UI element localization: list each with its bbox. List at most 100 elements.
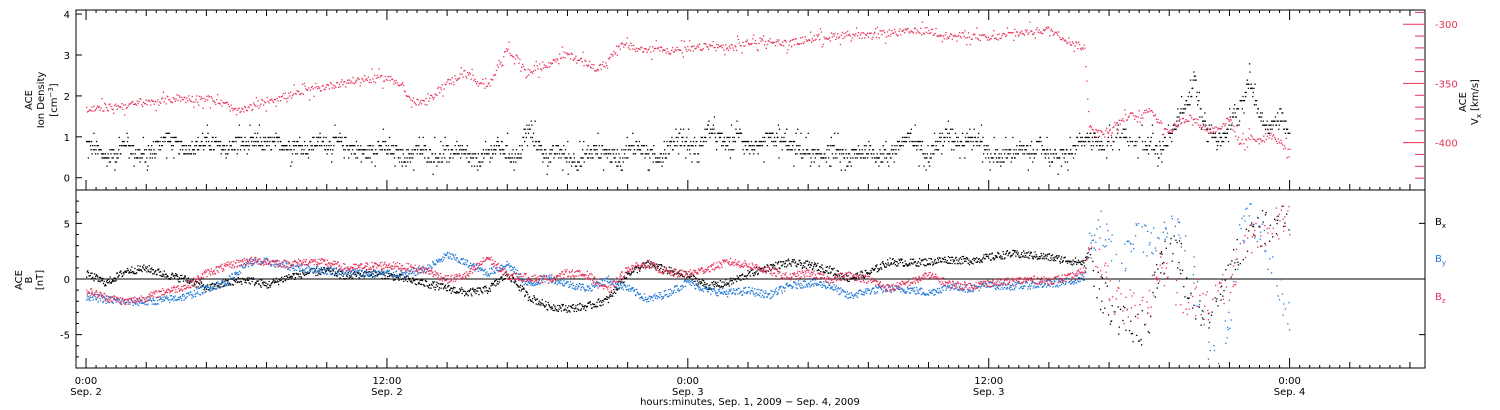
- bx-point: [408, 279, 410, 281]
- bx-point: [374, 271, 377, 273]
- bx-point: [237, 281, 239, 283]
- density-point: [171, 145, 173, 147]
- bx-point: [680, 274, 682, 277]
- density-point: [532, 132, 535, 134]
- density-point: [1101, 149, 1103, 151]
- bx-point: [748, 271, 750, 274]
- bx-point: [442, 283, 444, 285]
- bx-point: [790, 263, 792, 265]
- vx-point: [724, 54, 726, 56]
- vx-point: [1014, 28, 1016, 30]
- vx-point: [283, 97, 285, 99]
- density-point: [692, 140, 695, 143]
- vx-point: [675, 50, 677, 52]
- vx-point: [1104, 136, 1106, 138]
- vx-point: [408, 96, 410, 98]
- vx-point: [166, 95, 168, 97]
- bx-point: [172, 273, 174, 275]
- vx-point: [795, 38, 797, 40]
- vx-point: [934, 32, 936, 35]
- bx-point: [462, 288, 464, 291]
- vx-point: [274, 99, 276, 101]
- density-point: [422, 136, 424, 139]
- density-point: [386, 153, 388, 155]
- bx-point: [196, 281, 199, 283]
- vx-point: [575, 55, 577, 57]
- density-point: [856, 157, 858, 159]
- density-point: [493, 145, 495, 147]
- density-point: [534, 145, 536, 147]
- density-point: [119, 145, 121, 147]
- density-point: [398, 149, 400, 151]
- density-point: [794, 153, 797, 155]
- vx-point: [246, 110, 248, 112]
- density-point: [393, 153, 395, 155]
- density-point: [1011, 157, 1013, 159]
- density-point: [409, 161, 412, 163]
- bx-point: [448, 284, 450, 287]
- density-point: [92, 145, 94, 147]
- vx-point: [1286, 157, 1288, 159]
- density-point: [1151, 149, 1153, 151]
- bx-point: [618, 288, 620, 290]
- density-point: [175, 136, 177, 139]
- vx-point: [135, 104, 137, 106]
- vx-point: [400, 84, 402, 86]
- density-point: [1196, 91, 1198, 94]
- vx-point: [697, 44, 699, 46]
- density-point: [366, 157, 369, 159]
- density-point: [394, 145, 397, 147]
- vx-point: [578, 59, 581, 61]
- bx-point: [152, 269, 155, 271]
- density-point: [300, 145, 302, 147]
- vx-point: [786, 52, 788, 54]
- bx-point: [211, 283, 213, 286]
- vx-point: [1128, 115, 1130, 117]
- bx-point: [949, 262, 951, 264]
- density-point: [1203, 120, 1205, 122]
- density-point: [273, 140, 275, 143]
- density-point: [1044, 153, 1046, 155]
- vx-point: [510, 55, 512, 57]
- vx-point: [108, 104, 110, 106]
- density-point: [663, 153, 665, 155]
- density-point: [1033, 157, 1035, 159]
- vx-point: [519, 58, 521, 61]
- vx-point: [1043, 29, 1046, 32]
- density-point: [1004, 149, 1006, 151]
- bx-point: [451, 287, 453, 289]
- density-point: [95, 149, 97, 151]
- vx-point: [950, 33, 953, 36]
- bx-point: [489, 290, 492, 292]
- density-point: [188, 149, 190, 151]
- density-point: [532, 140, 534, 143]
- vx-point: [86, 111, 89, 113]
- bx-point: [879, 263, 882, 265]
- vx-point: [352, 76, 354, 79]
- bx-point: [284, 279, 286, 282]
- density-point: [986, 149, 988, 151]
- bx-point: [933, 262, 935, 264]
- density-point: [89, 140, 91, 143]
- vx-point: [613, 50, 615, 53]
- density-point: [906, 136, 908, 139]
- density-point: [412, 153, 414, 155]
- vx-point: [772, 42, 774, 44]
- density-point: [116, 157, 118, 159]
- density-point: [1075, 149, 1077, 151]
- density-point: [1144, 140, 1146, 143]
- bx-point: [346, 276, 348, 278]
- density-point: [1040, 140, 1042, 143]
- density-point: [103, 153, 105, 155]
- vx-point: [717, 44, 720, 46]
- density-point: [502, 153, 504, 155]
- vx-point: [523, 68, 526, 70]
- density-point: [949, 136, 951, 139]
- vx-point: [846, 34, 848, 37]
- vx-point: [911, 31, 913, 33]
- density-point: [724, 149, 727, 151]
- vx-point: [93, 105, 95, 107]
- vx-point: [989, 38, 991, 40]
- bx-point: [819, 266, 821, 268]
- bx-point: [287, 276, 289, 279]
